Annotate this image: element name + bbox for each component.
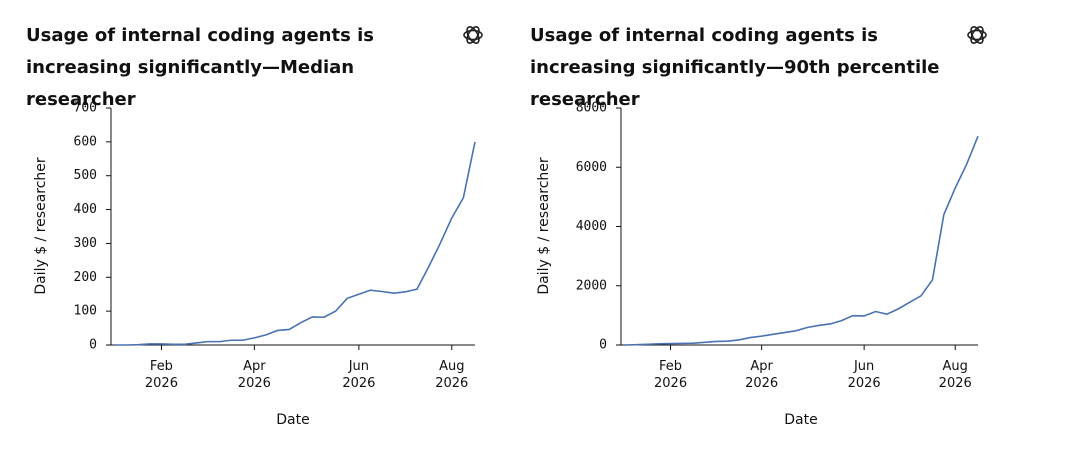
x-tick-label: Aug 2026: [938, 359, 972, 391]
y-tick-label: 0: [599, 338, 607, 353]
y-tick-label: 400: [74, 202, 97, 217]
chart-title: Usage of internal coding agents is incre…: [530, 25, 940, 110]
y-tick-label: 200: [74, 270, 97, 285]
y-tick-label: 0: [89, 338, 97, 353]
x-tick-label: Feb 2026: [144, 359, 178, 391]
x-tick-label: Apr 2026: [745, 359, 779, 391]
y-tick-label: 4000: [576, 219, 607, 234]
y-tick-label: 2000: [576, 278, 607, 293]
x-axis-label: Date: [276, 412, 309, 428]
y-tick-label: 6000: [576, 160, 607, 175]
y-tick-label: 8000: [576, 101, 607, 116]
x-tick-label: Feb 2026: [654, 359, 688, 391]
line: [624, 135, 979, 346]
line: [115, 141, 476, 346]
y-tick-label: 600: [74, 134, 97, 149]
y-tick-label: 500: [74, 168, 97, 183]
chart-title: Usage of internal coding agents is incre…: [26, 25, 374, 110]
y-tick-label: 300: [74, 236, 97, 251]
x-tick-label: Apr 2026: [237, 359, 271, 391]
y-axis-label: Daily $ / researcher: [33, 157, 49, 295]
x-tick-label: Jun 2026: [847, 359, 881, 391]
x-tick-label: Aug 2026: [435, 359, 469, 391]
y-axis-label: Daily $ / researcher: [536, 157, 552, 295]
x-tick-label: Jun 2026: [342, 359, 376, 391]
x-axis-label: Date: [784, 412, 817, 428]
logo: [463, 26, 987, 44]
y-tick-label: 100: [74, 304, 97, 319]
y-tick-label: 700: [74, 101, 97, 116]
